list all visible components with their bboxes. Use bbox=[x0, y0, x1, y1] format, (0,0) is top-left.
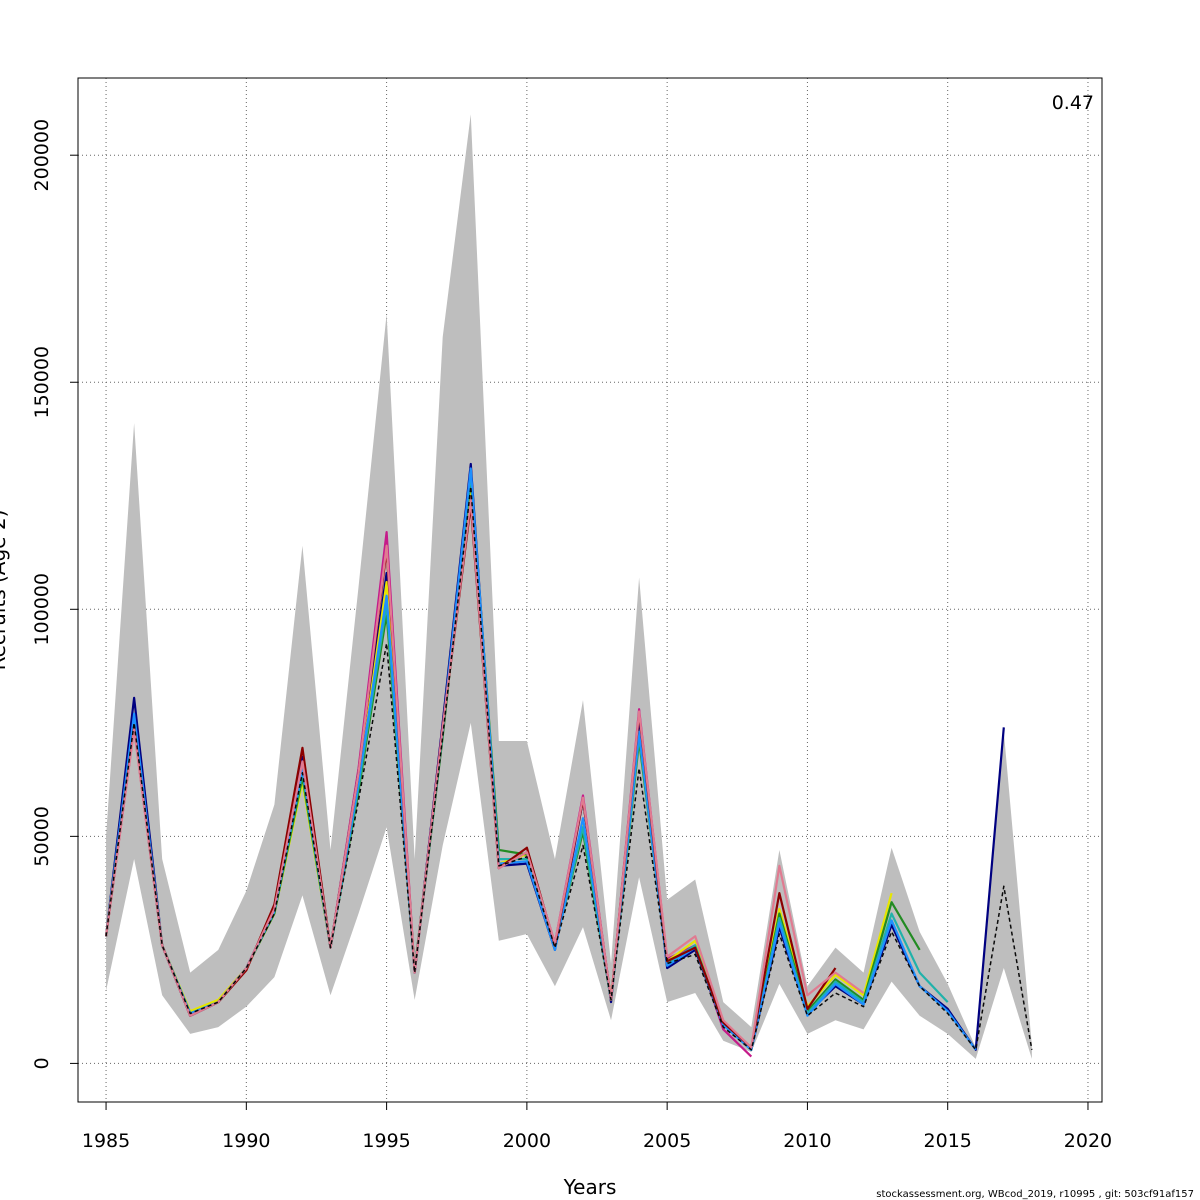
x-tick-label: 2005 bbox=[643, 1130, 691, 1152]
y-axis: 0 50000 100000 150000 200000 bbox=[31, 119, 79, 1069]
x-tick-label: 2020 bbox=[1064, 1130, 1112, 1152]
y-tick-label: 100000 bbox=[31, 573, 53, 646]
confidence-band bbox=[106, 114, 1032, 1059]
x-tick-label: 1985 bbox=[82, 1130, 130, 1152]
y-axis-title: Recruits (Age 2) bbox=[0, 510, 10, 671]
x-axis-title: Years bbox=[563, 1175, 617, 1199]
annotation-value: 0.47 bbox=[1052, 92, 1094, 114]
y-tick-label: 150000 bbox=[31, 346, 53, 419]
series-layer bbox=[104, 462, 1033, 1058]
y-tick-label: 50000 bbox=[31, 806, 53, 866]
y-tick-label: 200000 bbox=[31, 119, 53, 192]
x-axis: 1985 1990 1995 2000 2005 2010 2015 2020 bbox=[82, 1101, 1112, 1152]
x-tick-label: 2000 bbox=[503, 1130, 551, 1152]
x-tick-label: 1995 bbox=[362, 1130, 410, 1152]
series-line-9 bbox=[105, 485, 1033, 1051]
x-tick-label: 2010 bbox=[783, 1130, 831, 1152]
y-tick-label: 0 bbox=[31, 1057, 53, 1069]
confidence-band-layer bbox=[106, 114, 1032, 1059]
footer-credit: stockassessment.org, WBcod_2019, r10995 … bbox=[876, 1189, 1194, 1200]
x-tick-label: 1990 bbox=[222, 1130, 270, 1152]
x-tick-label: 2015 bbox=[924, 1130, 972, 1152]
